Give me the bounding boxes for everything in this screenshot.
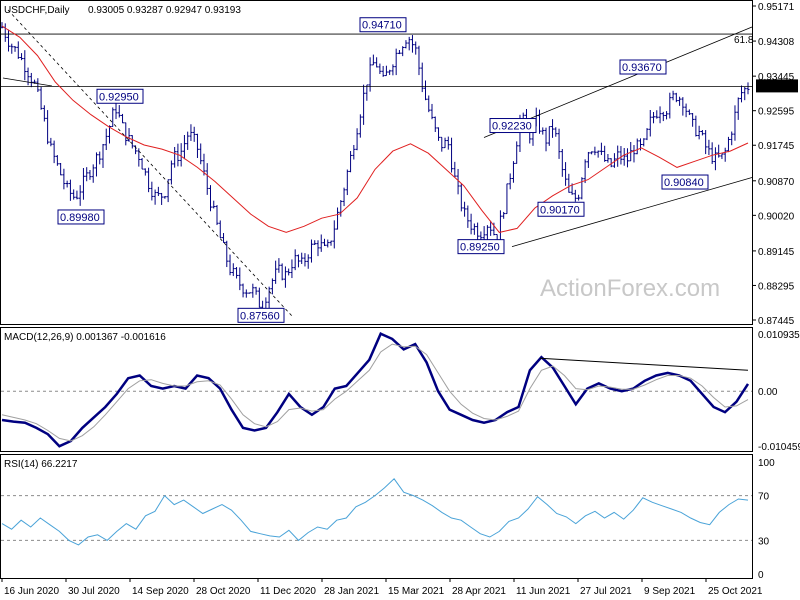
date-tick-label: 16 Jun 2020 — [4, 586, 59, 597]
swing-label-0.89250: 0.89250 — [460, 242, 500, 254]
current-price-label: 0.93193 — [758, 82, 795, 93]
swing-label-0.90840: 0.90840 — [664, 177, 704, 189]
rsi-tick-label: 0 — [758, 570, 764, 581]
price-tick-label: 0.93445 — [758, 72, 795, 83]
macd-trendline — [539, 357, 749, 371]
swing-label-box — [537, 201, 585, 217]
macd-title: MACD(12,26,9) 0.001367 -0.001616 — [4, 332, 166, 343]
swing-label-0.90170: 0.90170 — [540, 204, 580, 216]
swing-label-box — [619, 59, 667, 75]
macd-tick-label: 0.010935 — [758, 330, 800, 341]
swing-label-box — [489, 118, 537, 134]
price-tick-label: 0.92595 — [758, 107, 795, 118]
price-tick-label: 0.89145 — [758, 247, 795, 258]
price-overlays — [1, 9, 753, 317]
swing-label-box — [457, 239, 505, 255]
current-price-box — [756, 79, 798, 93]
swing-label-box — [359, 17, 407, 33]
swing-level-labels: 0.94710 0.92950 0.89980 0.87560 0.92230 0.892… — [57, 17, 709, 323]
date-tick-label: 9 Sep 2021 — [644, 586, 696, 597]
macd-tick-label: -0.010459 — [758, 442, 800, 453]
date-tick-label: 28 Apr 2021 — [452, 586, 506, 597]
macd-y-axis: 0.010935 0.00 -0.010459 — [758, 330, 800, 453]
swing-label-box — [96, 88, 144, 104]
swing-label-box — [57, 209, 105, 225]
rsi-line — [1, 478, 749, 546]
watermark: ActionForex.com — [540, 275, 720, 302]
rsi-tick-label: 100 — [758, 458, 775, 469]
rsi-title: RSI(14) 66.2217 — [4, 459, 78, 470]
price-tick-label: 0.90020 — [758, 211, 795, 222]
dashed-down-channel — [7, 9, 293, 317]
swing-label-0.89980: 0.89980 — [60, 212, 100, 224]
swing-label-0.92950: 0.92950 — [99, 91, 139, 103]
macd-line — [1, 332, 750, 448]
rsi-y-axis: 100 70 30 0 — [758, 458, 775, 581]
price-tick-label: 0.88295 — [758, 281, 795, 292]
price-tick-label: 0.95171 — [758, 2, 795, 13]
date-tick-label: 30 Jul 2020 — [68, 586, 120, 597]
header-ohlc: 0.93005 0.93287 0.92947 0.93193 — [88, 5, 241, 16]
header-symbol: USDCHF,Daily — [4, 5, 70, 16]
price-ohlc-bars — [0, 22, 750, 318]
date-tick-label: 14 Sep 2020 — [132, 586, 189, 597]
price-tick-label: 0.87445 — [758, 316, 795, 327]
swing-label-box — [661, 174, 709, 190]
date-tick-label: 11 Jun 2021 — [516, 586, 571, 597]
macd-panel-frame — [0, 327, 753, 452]
moving-average-line — [1, 25, 749, 233]
date-tick-label: 28 Jan 2021 — [324, 586, 379, 597]
rsi-panel-frame — [0, 454, 753, 579]
price-panel-frame — [0, 0, 753, 325]
swing-label-box — [237, 307, 285, 323]
macd-tick-label: 0.00 — [758, 387, 778, 398]
price-tick-label: 0.90870 — [758, 177, 795, 188]
date-x-axis: 16 Jun 2020 30 Jul 2020 14 Sep 2020 28 Oct … — [1, 578, 763, 597]
swing-label-0.94710: 0.94710 — [362, 20, 402, 32]
swing-label-0.87560: 0.87560 — [240, 310, 280, 322]
date-tick-label: 27 Jul 2021 — [580, 586, 632, 597]
macd-signal-line — [1, 343, 749, 442]
price-tick-label: 0.94308 — [758, 37, 795, 48]
fib-level-label: 61.8 — [734, 35, 754, 46]
date-tick-label: 25 Oct 2021 — [708, 586, 763, 597]
rsi-plot — [1, 478, 752, 546]
rising-channel-lower — [511, 177, 753, 248]
price-tick-label: 0.91745 — [758, 141, 795, 152]
upper-left-trendline — [2, 77, 53, 87]
rsi-tick-label: 70 — [758, 492, 770, 503]
date-tick-label: 28 Oct 2020 — [196, 586, 251, 597]
macd-plot — [1, 332, 752, 448]
swing-label-0.92230: 0.92230 — [492, 121, 532, 133]
date-tick-label: 15 Mar 2021 — [388, 586, 445, 597]
rsi-tick-label: 30 — [758, 536, 770, 547]
swing-label-0.93670: 0.93670 — [622, 62, 662, 74]
date-tick-label: 11 Dec 2020 — [260, 586, 316, 597]
